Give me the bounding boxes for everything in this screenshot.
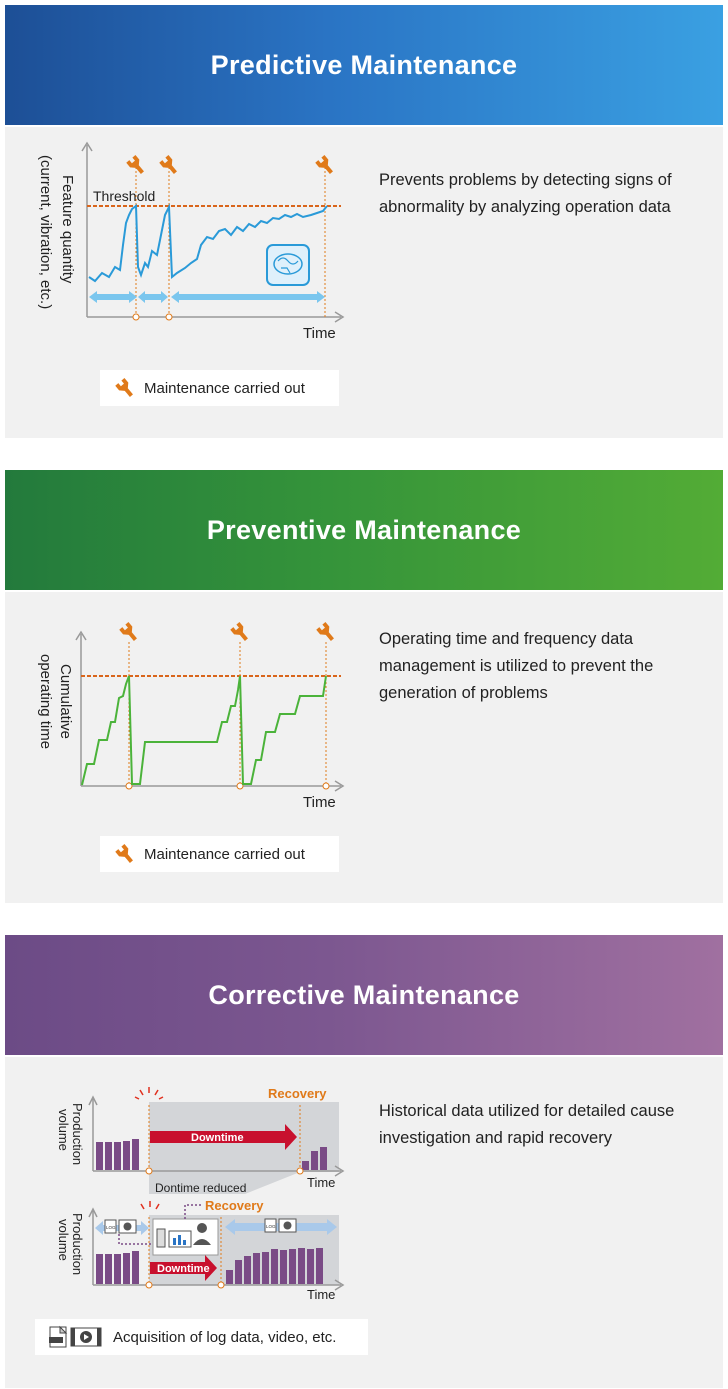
y-axis-label-sub: (current, vibration, etc.): [37, 155, 54, 309]
downtime-label: Downtime: [191, 1132, 244, 1144]
threshold-label: Threshold: [93, 188, 155, 204]
corrective-description: Historical data utilized for detailed ca…: [379, 1102, 675, 1147]
x-axis-label: Time: [303, 794, 336, 811]
predictive-panel: Feature quantity (current, vibration, et…: [5, 127, 723, 438]
preventive-diagram: Cumulative operating time Time: [37, 622, 345, 811]
legend-label: Maintenance carried out: [144, 379, 305, 397]
y-axis-label: Feature quantity: [59, 175, 76, 284]
video-icon: [278, 1218, 297, 1233]
preventive-panel: Cumulative operating time Time Maintenan…: [5, 592, 723, 903]
predictive-header: Predictive Maintenance: [5, 5, 723, 125]
preventive-description: Operating time and frequency data manage…: [379, 630, 654, 702]
reduced-label: Dontime reduced: [155, 1181, 246, 1195]
legend-label: Maintenance carried out: [144, 845, 305, 863]
x-axis-label: Time: [307, 1175, 335, 1190]
x-axis-label: Time: [307, 1287, 335, 1302]
wrench-icon: [115, 844, 137, 866]
x-axis-label: Time: [303, 325, 336, 342]
legend: Acquisition of log data, video, etc.: [35, 1319, 368, 1355]
brain-icon: [266, 244, 310, 286]
log-file-icon: LOG: [264, 1218, 277, 1233]
recovery-label: Recovery: [268, 1086, 327, 1101]
wrench-icon: [126, 155, 148, 177]
wrench-icon: [315, 155, 337, 177]
wrench-icon: [119, 622, 141, 644]
corrective-title: Corrective Maintenance: [208, 979, 520, 1010]
alarm-icon: [134, 1087, 164, 1100]
computer-user-icon: [156, 1223, 211, 1248]
preventive-title: Preventive Maintenance: [206, 514, 522, 545]
wrench-icon: [316, 622, 338, 644]
corrective-diagram: Production volume Recovery Downtime Time…: [56, 1086, 345, 1302]
predictive-description: Prevents problems by detecting signs of …: [379, 171, 672, 216]
y-axis-label-sub: volume: [56, 1219, 71, 1261]
video-icon: [118, 1219, 137, 1234]
legend-label: Acquisition of log data, video, etc.: [113, 1328, 337, 1346]
corrective-panel: Production volume Recovery Downtime Time…: [5, 1057, 723, 1388]
predictive-diagram: Feature quantity (current, vibration, et…: [37, 141, 345, 342]
y-axis-label: Production: [70, 1103, 85, 1165]
wrench-icon: [115, 378, 137, 400]
legend: Maintenance carried out: [100, 836, 339, 872]
y-axis-label-sub: operating time: [37, 654, 54, 749]
log-video-icons: [49, 1325, 102, 1348]
log-file-icon: LOG: [104, 1219, 117, 1234]
legend: Maintenance carried out: [100, 370, 339, 406]
recovery-label: Recovery: [205, 1198, 264, 1213]
y-axis-label-sub: volume: [56, 1109, 71, 1151]
svg-text:LOG: LOG: [106, 1225, 116, 1230]
preventive-header: Preventive Maintenance: [5, 470, 723, 590]
svg-text:LOG: LOG: [266, 1224, 276, 1229]
y-axis-label: Cumulative: [57, 664, 74, 739]
wrench-icon: [159, 155, 181, 177]
y-axis-label: Production: [70, 1213, 85, 1275]
corrective-header: Corrective Maintenance: [5, 935, 723, 1055]
downtime-label: Downtime: [157, 1263, 210, 1275]
wrench-icon: [230, 622, 252, 644]
predictive-title: Predictive Maintenance: [210, 49, 518, 80]
